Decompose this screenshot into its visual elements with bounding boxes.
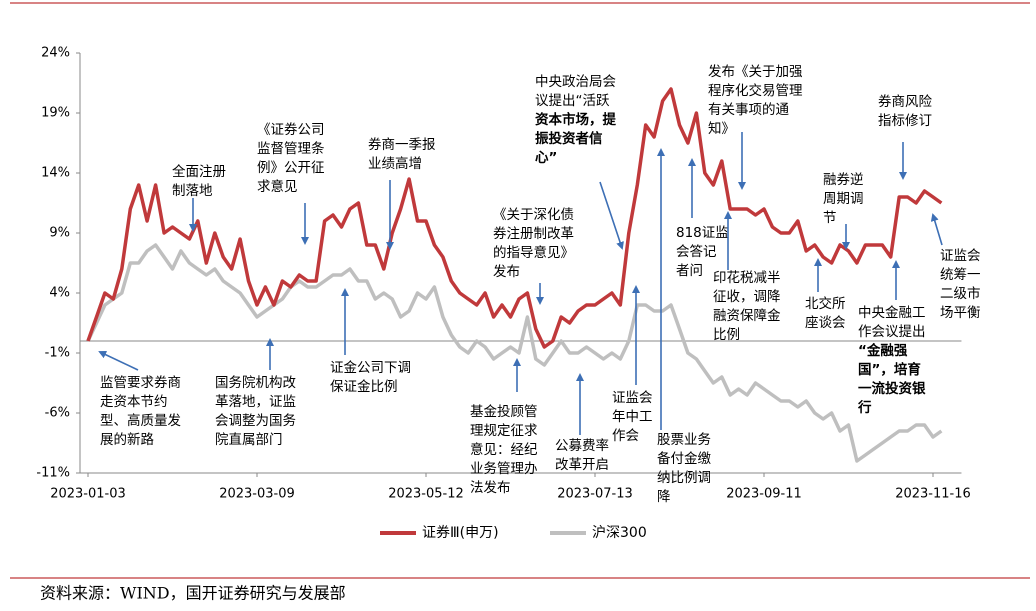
- annotation: 基金投顾管: [470, 403, 538, 420]
- annotation: 意见：经纪: [470, 441, 538, 458]
- annotation: 备付金缴: [657, 450, 711, 467]
- annotation-arrow: [599, 181, 624, 250]
- x-tick-label: 2023-03-09: [219, 487, 295, 502]
- annotation-arrow: [930, 213, 943, 246]
- annotation: 一流投资银: [858, 380, 926, 397]
- annotation: 展的新路: [100, 432, 154, 448]
- annotation: 征收，调降: [713, 289, 781, 305]
- annotation: 会答记: [676, 243, 717, 260]
- annotation: 二级市: [940, 285, 981, 302]
- annotation: “金融强: [858, 342, 908, 359]
- annotation: 资本市场，提: [535, 111, 616, 128]
- annotation: 发布: [493, 264, 520, 280]
- annotation: 全面注册: [172, 163, 226, 180]
- x-tick-label: 2023-07-13: [557, 487, 633, 502]
- annotation-arrow: [98, 350, 139, 371]
- annotation: 的指导意见》: [493, 244, 574, 261]
- annotation: 818证监: [676, 225, 729, 241]
- series-line: [86, 87, 943, 349]
- annotation: 型、高质量发: [100, 412, 181, 429]
- annotation: 发布《关于加强: [708, 64, 803, 80]
- y-tick-label: 19%: [41, 106, 70, 121]
- y-tick-label: -1%: [45, 346, 70, 361]
- annotation: 座谈会: [805, 315, 846, 331]
- x-tick-label: 2023-01-03: [50, 487, 126, 502]
- annotation: 知》: [708, 120, 735, 137]
- x-tick-label: 2023-05-12: [388, 487, 464, 502]
- annotation: 走资本节约: [100, 394, 168, 410]
- annotation: 作会议提出: [858, 324, 926, 340]
- y-tick-label: 4%: [49, 286, 70, 301]
- annotation: 业绩高增: [368, 155, 422, 172]
- y-tick-label: 9%: [49, 226, 70, 241]
- annotation: 例》公开征: [257, 160, 325, 176]
- annotation: 监管要求券商: [100, 375, 181, 391]
- annotation: 股票业务: [657, 432, 711, 448]
- plot-area: 24% 19% 14% 9% 4% -1% -6% -11% 2023-01-03 2023-03…: [36, 46, 980, 542]
- annotation: 心”: [535, 150, 557, 166]
- annotation: 革落地，证监: [215, 394, 296, 410]
- source: 资料来源：WIND，国开证券研究与发展部: [40, 584, 346, 603]
- annotation: 有关事项的通: [708, 102, 789, 118]
- annotation: 业务管理办: [470, 461, 538, 477]
- annotation: 融券逆: [823, 172, 864, 188]
- annotation: 者问: [676, 263, 703, 279]
- annotation: 证监会: [940, 248, 981, 264]
- annotation: 理规定征求: [470, 423, 538, 439]
- annotation: 国务院机构改: [215, 375, 296, 391]
- x-tick-label: 2023-09-11: [726, 487, 802, 502]
- annotation: 降: [657, 489, 671, 505]
- annotation: 融资保障金: [713, 308, 781, 324]
- annotation: 《证券公司: [257, 122, 325, 138]
- y-tick-label: 14%: [41, 166, 70, 181]
- annotation: 证金公司下调: [330, 360, 411, 376]
- annotation: 中央政治局会: [535, 74, 616, 90]
- annotation: 场平衡: [940, 305, 981, 321]
- annotation: 程序化交易管理: [708, 82, 803, 99]
- annotation: 统筹一: [940, 266, 981, 283]
- annotation: 国”，培育: [858, 361, 921, 378]
- annotation: 法发布: [470, 480, 511, 496]
- annotation: 监督管理条: [257, 140, 325, 157]
- annotation: 券商一季报: [368, 137, 436, 153]
- annotation: 节: [823, 210, 837, 226]
- annotation: 公募费率: [555, 437, 609, 454]
- annotation: 《关于深化债: [493, 207, 574, 223]
- annotation: 券商风险: [878, 94, 932, 110]
- x-tick-label: 2023-11-16: [895, 487, 971, 502]
- annotation: 指标修订: [878, 113, 932, 129]
- annotation: 改革开启: [555, 457, 609, 473]
- annotation: 保证金比例: [330, 379, 398, 395]
- annotation: 议提出“活跃: [535, 93, 610, 109]
- y-tick-label: -6%: [45, 406, 70, 421]
- annotation: 作会: [612, 428, 639, 444]
- annotation: 周期调: [823, 191, 864, 207]
- legend-label: 沪深300: [592, 525, 647, 541]
- annotation: 比例: [713, 327, 740, 343]
- y-tick-label: -11%: [36, 466, 70, 481]
- annotation: 纳比例调: [657, 470, 711, 486]
- annotation: 行: [857, 399, 872, 416]
- annotation: 券注册制改革: [493, 226, 574, 242]
- annotation: 制落地: [172, 183, 213, 199]
- series-line: [86, 243, 943, 463]
- annotation: 求意见: [257, 178, 298, 195]
- legend-label: 证券Ⅲ(申万): [422, 525, 499, 541]
- annotation: 印花税减半: [713, 270, 781, 286]
- annotation: 证监会: [612, 390, 653, 406]
- annotation: 年中工: [612, 409, 653, 425]
- y-tick-label: 24%: [41, 46, 70, 61]
- annotation: 北交所: [805, 295, 846, 312]
- annotation: 振投资者信: [535, 130, 603, 147]
- annotation: 会调整为国务: [215, 413, 296, 429]
- annotation: 中央金融工: [858, 305, 926, 321]
- annotation: 院直属部门: [215, 432, 283, 448]
